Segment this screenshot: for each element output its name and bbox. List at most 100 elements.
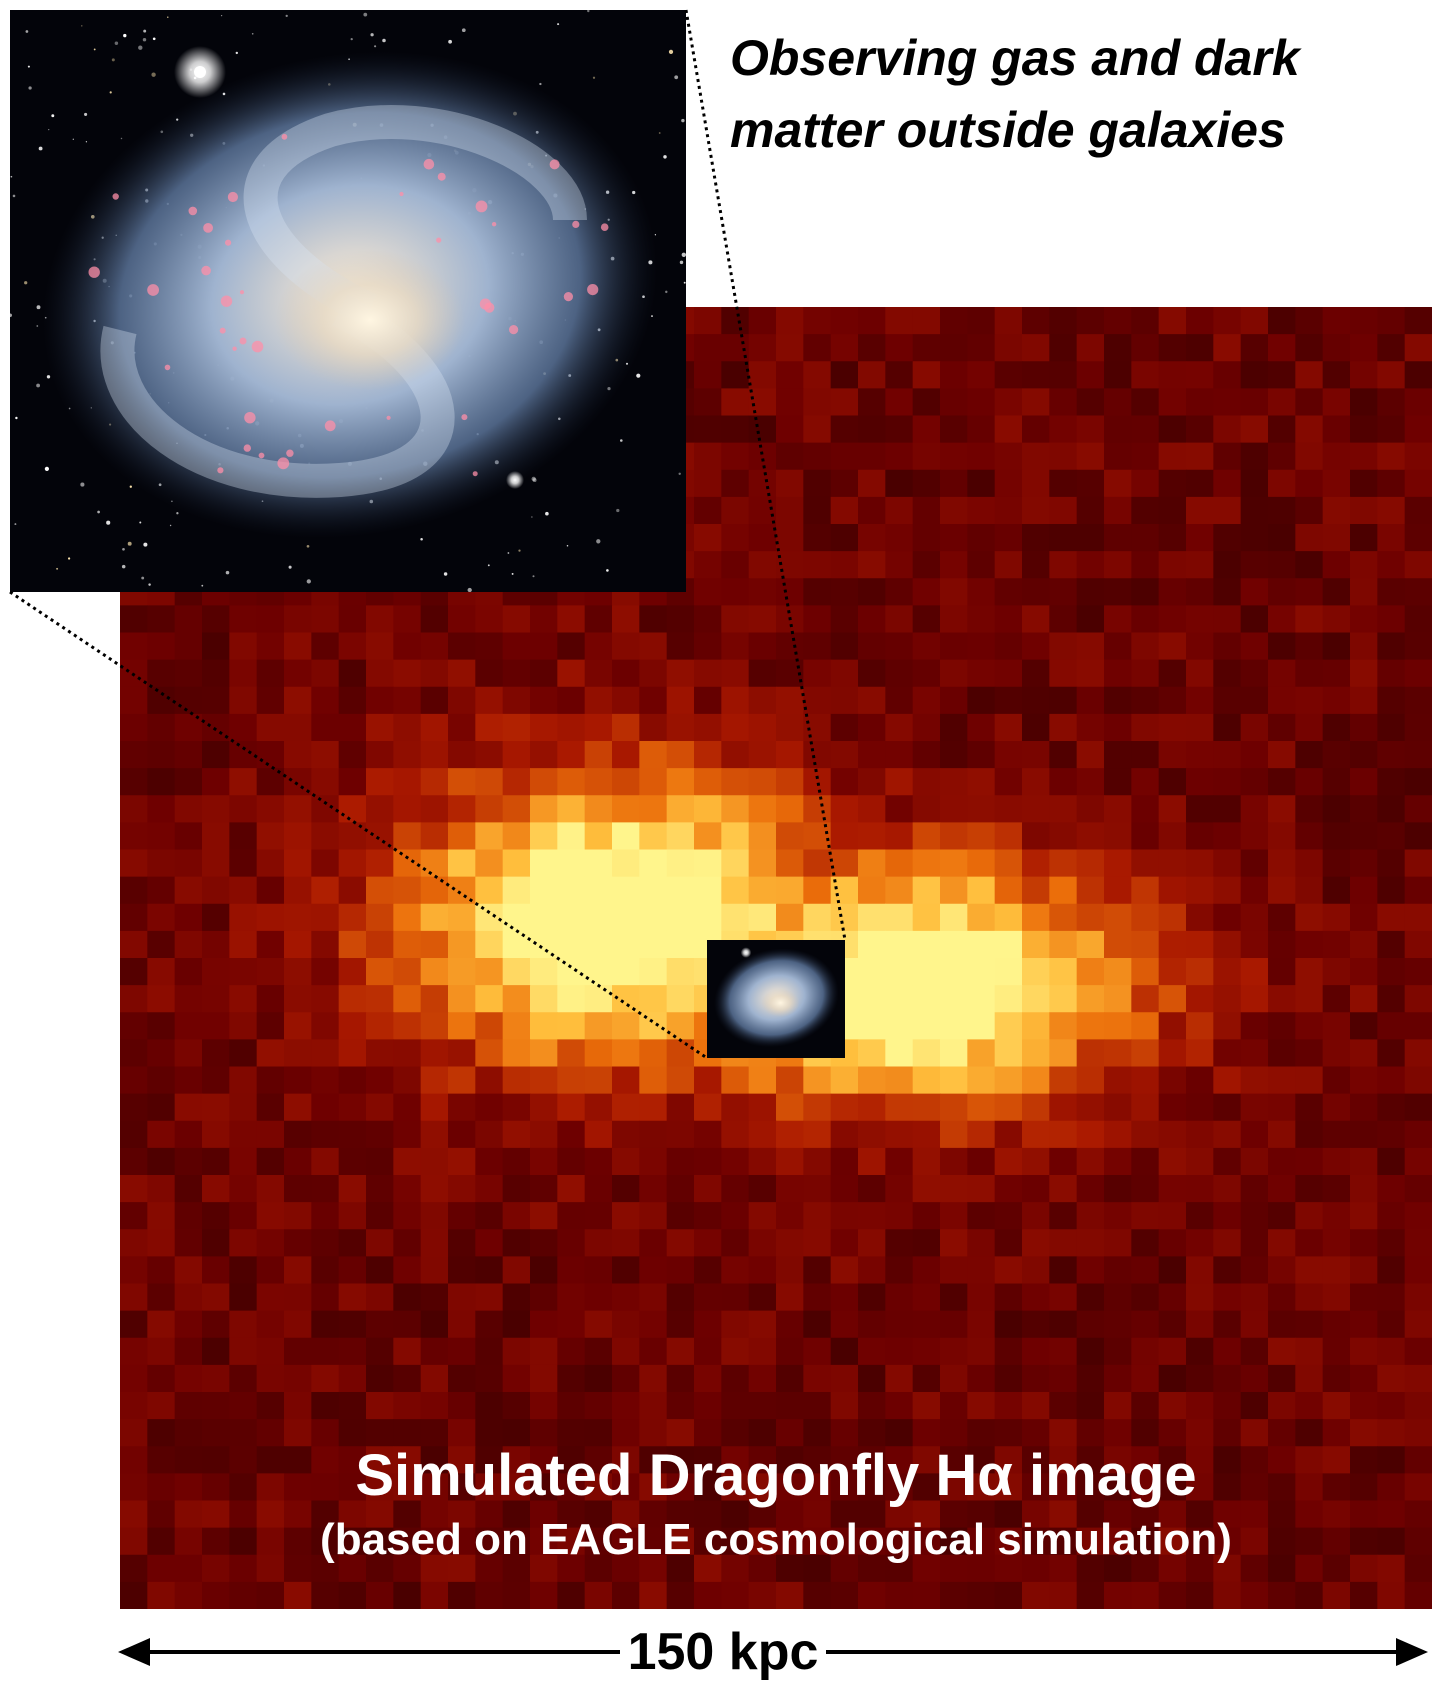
halpha-pixel bbox=[284, 605, 312, 634]
halpha-pixel bbox=[502, 1012, 531, 1040]
halpha-pixel bbox=[967, 795, 996, 823]
halpha-pixel bbox=[366, 1120, 394, 1149]
halpha-pixel bbox=[1268, 822, 1296, 851]
halpha-pixel bbox=[1022, 307, 1050, 335]
halpha-pixel bbox=[885, 632, 914, 661]
halpha-pixel bbox=[530, 822, 558, 851]
halpha-pixel bbox=[885, 1012, 914, 1040]
map-caption: Simulated Dragonfly Hα image (based on E… bbox=[120, 1440, 1432, 1568]
halpha-pixel bbox=[1076, 1120, 1105, 1149]
halpha-pixel bbox=[475, 795, 504, 823]
halpha-pixel bbox=[1350, 578, 1378, 606]
halpha-pixel bbox=[229, 1229, 258, 1257]
halpha-pixel bbox=[858, 659, 886, 688]
halpha-pixel bbox=[912, 605, 941, 634]
halpha-pixel bbox=[1049, 822, 1078, 851]
halpha-pixel bbox=[612, 795, 640, 823]
halpha-pixel bbox=[940, 605, 968, 634]
halpha-pixel bbox=[1131, 307, 1160, 335]
halpha-pixel bbox=[885, 1175, 914, 1203]
halpha-pixel bbox=[1350, 686, 1378, 715]
halpha-pixel bbox=[1322, 659, 1351, 688]
halpha-pixel bbox=[912, 1147, 941, 1176]
halpha-pixel bbox=[366, 605, 394, 634]
halpha-pixel bbox=[1186, 334, 1214, 362]
halpha-pixel bbox=[1213, 958, 1242, 986]
halpha-pixel bbox=[557, 1093, 586, 1122]
halpha-pixel bbox=[885, 768, 914, 796]
halpha-pixel bbox=[1350, 361, 1378, 389]
halpha-pixel bbox=[448, 1120, 476, 1149]
halpha-pixel bbox=[830, 1175, 859, 1203]
halpha-pixel bbox=[885, 713, 914, 742]
halpha-pixel bbox=[666, 903, 695, 932]
halpha-pixel bbox=[1377, 849, 1406, 878]
halpha-pixel bbox=[694, 1093, 722, 1122]
halpha-pixel bbox=[475, 659, 504, 688]
halpha-pixel bbox=[721, 524, 750, 552]
halpha-pixel bbox=[694, 876, 722, 905]
halpha-pixel bbox=[120, 795, 148, 823]
halpha-pixel bbox=[803, 1147, 832, 1176]
halpha-pixel bbox=[912, 496, 941, 525]
halpha-pixel bbox=[1049, 388, 1078, 417]
halpha-pixel bbox=[1104, 686, 1132, 715]
halpha-pixel bbox=[967, 849, 996, 878]
halpha-pixel bbox=[202, 1202, 230, 1230]
halpha-pixel bbox=[448, 713, 476, 742]
halpha-pixel bbox=[1350, 1202, 1378, 1230]
halpha-pixel bbox=[1104, 1012, 1132, 1040]
halpha-pixel bbox=[147, 795, 176, 823]
halpha-pixel bbox=[1049, 551, 1078, 579]
halpha-pixel bbox=[694, 1120, 722, 1149]
halpha-pixel bbox=[612, 876, 640, 905]
halpha-pixel bbox=[448, 795, 476, 823]
halpha-pixel bbox=[530, 632, 558, 661]
halpha-pixel bbox=[1240, 334, 1269, 362]
halpha-pixel bbox=[830, 361, 859, 389]
halpha-pixel bbox=[1295, 605, 1324, 634]
halpha-pixel bbox=[256, 985, 285, 1013]
halpha-pixel bbox=[420, 1120, 449, 1149]
halpha-pixel bbox=[1022, 795, 1050, 823]
halpha-pixel bbox=[338, 1175, 367, 1203]
halpha-pixel bbox=[1240, 1229, 1269, 1257]
halpha-pixel bbox=[1158, 1147, 1187, 1176]
halpha-pixel bbox=[994, 632, 1023, 661]
halpha-pixel bbox=[1158, 605, 1187, 634]
halpha-pixel bbox=[694, 605, 722, 634]
halpha-pixel bbox=[338, 930, 367, 959]
halpha-pixel bbox=[557, 930, 586, 959]
halpha-pixel bbox=[1213, 1147, 1242, 1176]
halpha-pixel bbox=[1186, 958, 1214, 986]
halpha-pixel bbox=[174, 958, 203, 986]
halpha-pixel bbox=[1186, 605, 1214, 634]
halpha-pixel bbox=[1322, 1202, 1351, 1230]
halpha-pixel bbox=[420, 1066, 449, 1095]
halpha-pixel bbox=[1350, 985, 1378, 1013]
halpha-pixel bbox=[366, 958, 394, 986]
halpha-pixel bbox=[967, 930, 996, 959]
halpha-pixel bbox=[1404, 1229, 1432, 1257]
halpha-pixel bbox=[1076, 388, 1105, 417]
halpha-pixel bbox=[475, 768, 504, 796]
halpha-pixel bbox=[1377, 985, 1406, 1013]
halpha-pixel bbox=[393, 741, 422, 769]
halpha-pixel bbox=[1076, 1012, 1105, 1040]
halpha-pixel bbox=[994, 768, 1023, 796]
halpha-pixel bbox=[1076, 524, 1105, 552]
halpha-pixel bbox=[612, 686, 640, 715]
halpha-pixel bbox=[940, 1066, 968, 1095]
halpha-pixel bbox=[803, 1175, 832, 1203]
halpha-pixel bbox=[420, 659, 449, 688]
halpha-pixel bbox=[120, 1012, 148, 1040]
halpha-pixel bbox=[1350, 822, 1378, 851]
halpha-pixel bbox=[1377, 415, 1406, 444]
halpha-pixel bbox=[940, 741, 968, 769]
halpha-pixel bbox=[202, 1093, 230, 1122]
halpha-pixel bbox=[1322, 388, 1351, 417]
halpha-pixel bbox=[393, 1093, 422, 1122]
halpha-pixel bbox=[284, 632, 312, 661]
halpha-pixel bbox=[1158, 659, 1187, 688]
